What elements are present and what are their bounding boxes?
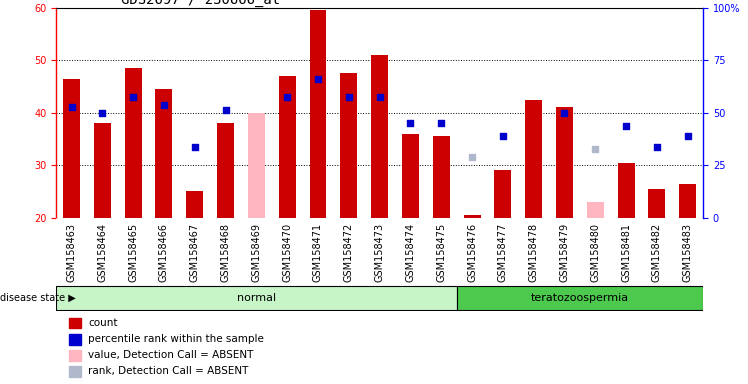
Point [281, 94, 293, 100]
Bar [69, 366, 81, 377]
Point [158, 102, 170, 108]
Bar [125, 68, 141, 218]
Bar [464, 215, 480, 218]
Point [589, 146, 601, 152]
Text: GSM158475: GSM158475 [436, 223, 447, 282]
Bar [279, 76, 295, 218]
Bar [156, 89, 172, 218]
Point [343, 94, 355, 100]
Text: GSM158481: GSM158481 [621, 223, 631, 282]
Bar [649, 189, 666, 218]
Text: count: count [88, 318, 118, 328]
Point [466, 154, 478, 161]
Bar [371, 55, 388, 218]
Bar [69, 318, 81, 328]
Bar [494, 170, 512, 218]
Point [620, 123, 632, 129]
Text: GSM158476: GSM158476 [467, 223, 477, 282]
Text: GDS2697 / 230666_at: GDS2697 / 230666_at [120, 0, 280, 7]
Text: GSM158474: GSM158474 [405, 223, 415, 282]
Point [188, 144, 200, 150]
Text: GSM158478: GSM158478 [529, 223, 539, 282]
Bar [94, 123, 111, 218]
Bar [587, 202, 604, 218]
Point [96, 110, 108, 116]
Point [559, 110, 571, 116]
Bar [310, 10, 326, 218]
Text: GSM158471: GSM158471 [313, 223, 323, 282]
Point [651, 144, 663, 150]
Bar [186, 192, 203, 218]
Point [405, 120, 417, 126]
Bar [217, 123, 234, 218]
Point [681, 133, 693, 139]
Text: GSM158473: GSM158473 [375, 223, 384, 282]
Point [373, 94, 386, 100]
Point [220, 107, 232, 113]
Bar [248, 113, 265, 218]
Text: GSM158477: GSM158477 [498, 223, 508, 282]
Bar [63, 79, 80, 218]
Text: normal: normal [237, 293, 276, 303]
Text: GSM158466: GSM158466 [159, 223, 169, 282]
Text: GSM158482: GSM158482 [652, 223, 662, 282]
Text: GSM158464: GSM158464 [97, 223, 107, 282]
Bar [402, 134, 419, 218]
Text: value, Detection Call = ABSENT: value, Detection Call = ABSENT [88, 350, 254, 360]
Text: GSM158469: GSM158469 [251, 223, 261, 282]
Text: disease state ▶: disease state ▶ [0, 293, 76, 303]
Text: GSM158467: GSM158467 [190, 223, 200, 282]
Text: percentile rank within the sample: percentile rank within the sample [88, 334, 264, 344]
Text: GSM158470: GSM158470 [282, 223, 292, 282]
Bar [679, 184, 696, 218]
Bar [69, 350, 81, 361]
FancyBboxPatch shape [456, 286, 703, 310]
Point [435, 120, 447, 126]
Bar [525, 99, 542, 218]
Bar [556, 108, 573, 218]
Point [127, 94, 139, 100]
Point [66, 104, 78, 111]
Point [312, 76, 324, 82]
Text: GSM158465: GSM158465 [128, 223, 138, 282]
FancyBboxPatch shape [56, 286, 456, 310]
Text: GSM158463: GSM158463 [67, 223, 76, 282]
Bar [69, 334, 81, 344]
Bar [433, 136, 450, 218]
Text: rank, Detection Call = ABSENT: rank, Detection Call = ABSENT [88, 366, 249, 376]
Text: teratozoospermia: teratozoospermia [531, 293, 629, 303]
Text: GSM158472: GSM158472 [344, 223, 354, 282]
Point [497, 133, 509, 139]
Bar [340, 73, 358, 218]
Text: GSM158468: GSM158468 [221, 223, 230, 282]
Text: GSM158480: GSM158480 [590, 223, 601, 282]
Text: GSM158483: GSM158483 [683, 223, 693, 282]
Bar [618, 162, 634, 218]
Text: GSM158479: GSM158479 [560, 223, 569, 282]
